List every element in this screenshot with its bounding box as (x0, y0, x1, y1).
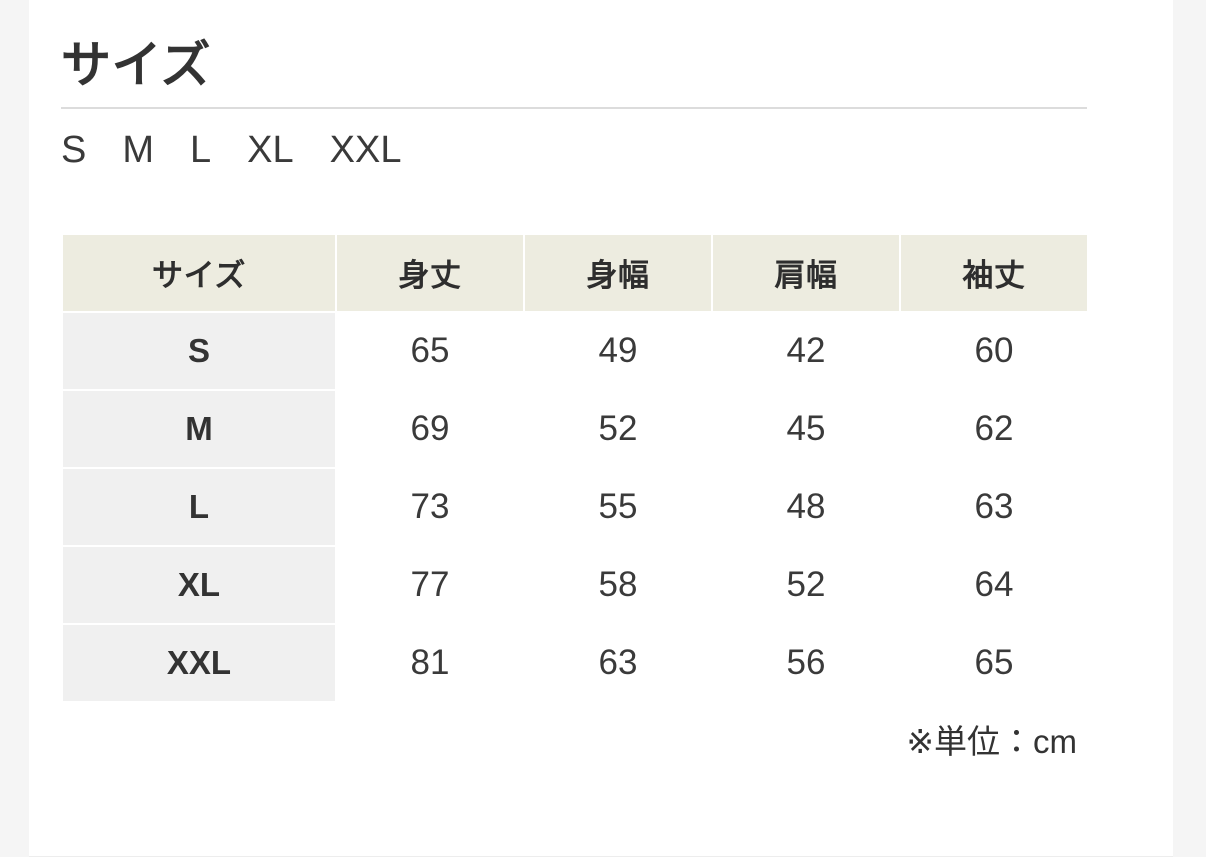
cell-value: 62 (901, 390, 1087, 467)
sheet-bottom-edge (29, 846, 1173, 857)
cell-value: 58 (525, 546, 711, 623)
row-header-size: XL (63, 546, 335, 623)
row-header-size: S (63, 312, 335, 389)
cell-value: 64 (901, 546, 1087, 623)
cell-value: 48 (713, 468, 899, 545)
title-divider (61, 107, 1087, 109)
cell-value: 77 (337, 546, 523, 623)
cell-value: 55 (525, 468, 711, 545)
cell-value: 69 (337, 390, 523, 467)
table-row: XL 77 58 52 64 (63, 546, 1087, 623)
table-row: L 73 55 48 63 (63, 468, 1087, 545)
table-header-row: サイズ 身丈 身幅 肩幅 袖丈 (63, 234, 1087, 311)
size-section: サイズ S M L XL XXL サイズ 身丈 (61, 36, 1087, 763)
column-header-size: サイズ (63, 234, 335, 311)
size-table-wrapper: サイズ 身丈 身幅 肩幅 袖丈 S 65 49 42 60 (61, 175, 1087, 764)
size-chip: XL (247, 129, 294, 171)
cell-value: 52 (525, 390, 711, 467)
size-chip: L (190, 129, 212, 171)
cell-value: 60 (901, 312, 1087, 389)
row-header-size: L (63, 468, 335, 545)
table-row: M 69 52 45 62 (63, 390, 1087, 467)
cell-value: 81 (337, 624, 523, 701)
cell-value: 65 (337, 312, 523, 389)
cell-value: 63 (901, 468, 1087, 545)
column-header-sleeve: 袖丈 (901, 234, 1087, 311)
table-row: S 65 49 42 60 (63, 312, 1087, 389)
column-header-length: 身丈 (337, 234, 523, 311)
cell-value: 73 (337, 468, 523, 545)
table-row: XXL 81 63 56 65 (63, 624, 1087, 701)
cell-value: 65 (901, 624, 1087, 701)
size-chip-list: S M L XL XXL (61, 109, 1087, 175)
cell-value: 45 (713, 390, 899, 467)
size-chip: M (122, 129, 155, 171)
unit-note: ※単位：cm (906, 722, 1077, 760)
size-chip: S (61, 129, 87, 171)
cell-value: 42 (713, 312, 899, 389)
cell-value: 52 (713, 546, 899, 623)
cell-value: 56 (713, 624, 899, 701)
page-title: サイズ (61, 37, 211, 93)
cell-value: 63 (525, 624, 711, 701)
row-header-size: XXL (63, 624, 335, 701)
column-header-shoulder: 肩幅 (713, 234, 899, 311)
cell-value: 49 (525, 312, 711, 389)
row-header-size: M (63, 390, 335, 467)
column-header-width: 身幅 (525, 234, 711, 311)
size-measurement-table: サイズ 身丈 身幅 肩幅 袖丈 S 65 49 42 60 (61, 233, 1089, 703)
size-chip: XXL (329, 129, 402, 171)
